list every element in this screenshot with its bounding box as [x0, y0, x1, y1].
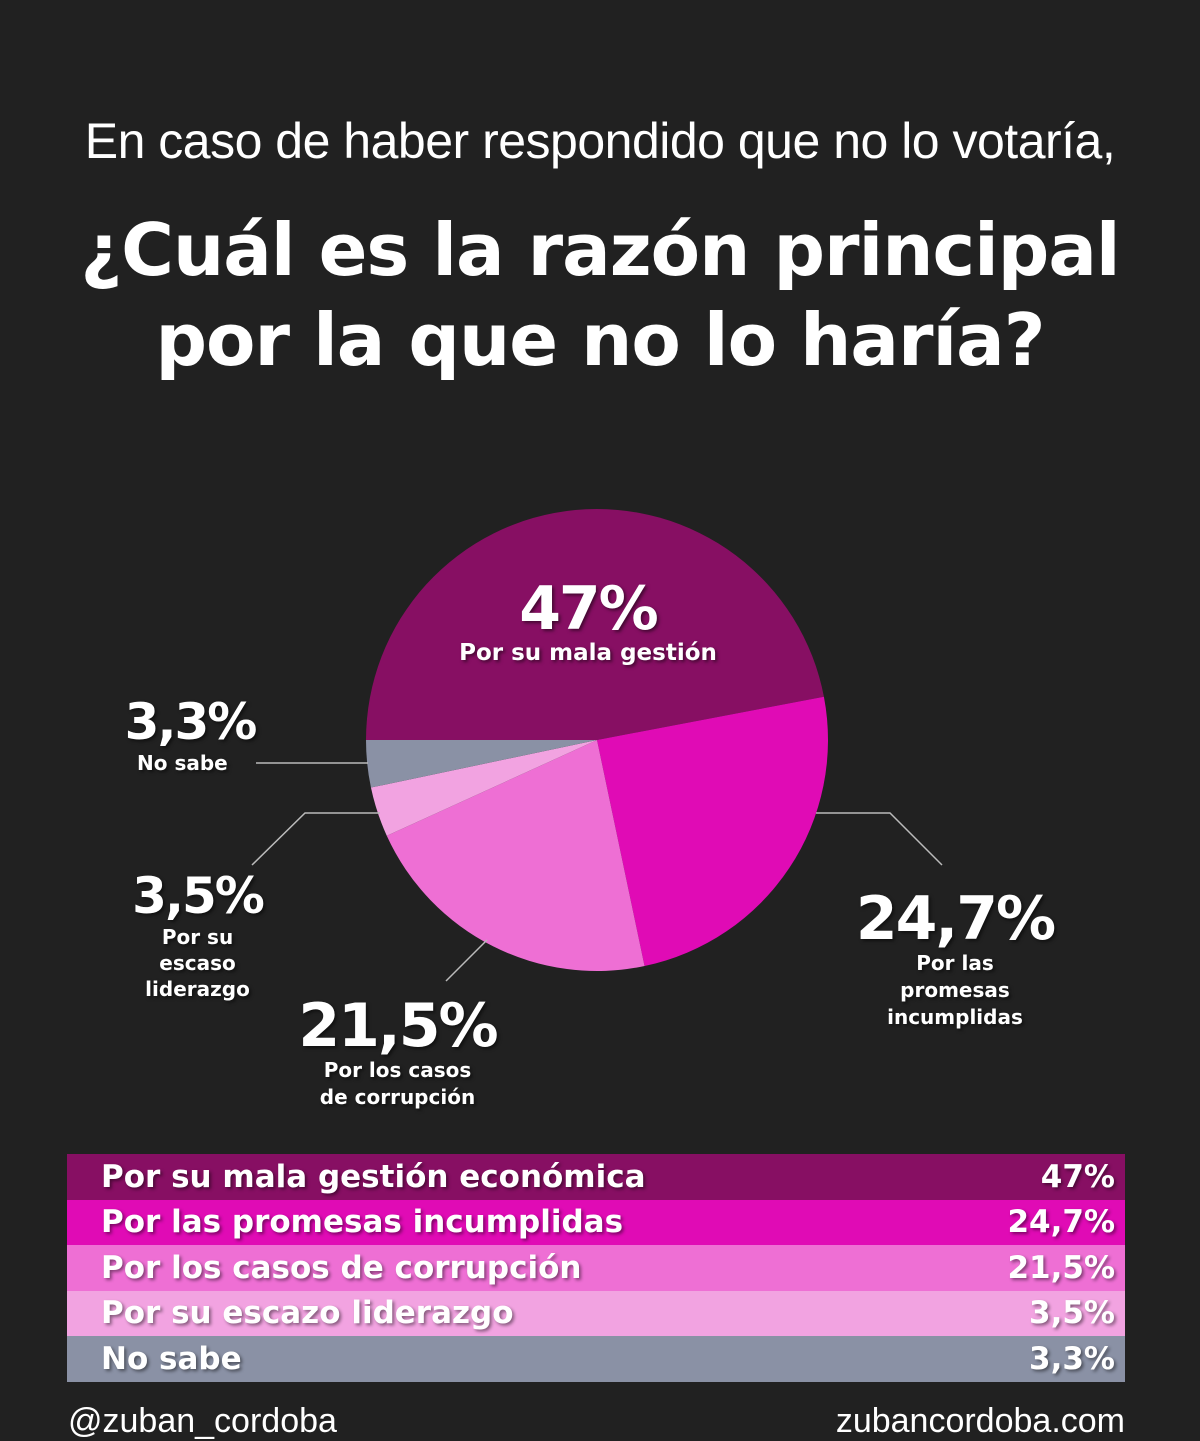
value: 3,5%: [132, 867, 265, 925]
table-row: Por las promesas incumplidas 24,7%: [67, 1199, 1125, 1245]
row-value: 24,7%: [1007, 1204, 1115, 1241]
name: Por las promesas incumplidas: [887, 951, 1023, 1029]
label-corrupcion: 21,5% Por los casos de corrupción: [290, 995, 505, 1111]
table-row: Por los casos de corrupción 21,5%: [67, 1245, 1125, 1291]
value: 3,3%: [124, 693, 258, 751]
pie-slice-2: [386, 740, 645, 971]
label-liderazgo: 3,5% Por su escaso liderazgo: [105, 868, 290, 1002]
row-label: Por su mala gestión económica: [101, 1158, 646, 1195]
label-promesas: 24,7% Por las promesas incumplidas: [820, 888, 1090, 1031]
pie-slice-1: [597, 696, 828, 967]
value: 24,7%: [855, 884, 1056, 954]
value: 21,5%: [298, 991, 498, 1061]
label-mala-gestion: 47% Por su mala gestión: [438, 578, 738, 667]
footer-website: zubancordoba.com: [835, 1402, 1125, 1440]
row-value: 21,5%: [1007, 1249, 1115, 1286]
name: Por su escaso liderazgo: [145, 925, 250, 1001]
leader-line-promesas: [816, 812, 943, 866]
label-no-sabe: 3,3% No sabe: [110, 694, 270, 777]
pie-slice-3: [370, 740, 597, 836]
row-value: 3,5%: [1029, 1295, 1115, 1332]
subtitle: En caso de haber respondido que no lo vo…: [84, 113, 1116, 169]
page-title: ¿Cuál es la razón principal por la que n…: [0, 205, 1200, 385]
name: Por su mala gestión: [459, 640, 717, 666]
name: Por los casos de corrupción: [319, 1058, 476, 1109]
table-row: Por su escazo liderazgo 3,5%: [67, 1290, 1125, 1336]
name: No sabe: [137, 751, 228, 775]
leader-line-corrupcion: [445, 939, 488, 982]
pie-slice-4: [366, 740, 597, 788]
title-line-1: ¿Cuál es la razón principal: [80, 208, 1120, 292]
row-value: 3,3%: [1029, 1340, 1115, 1377]
footer-handle: @zuban_cordoba: [68, 1402, 337, 1440]
row-label: Por los casos de corrupción: [101, 1249, 582, 1286]
row-label: Por las promesas incumplidas: [101, 1204, 624, 1241]
table-row: No sabe 3,3%: [67, 1336, 1125, 1382]
pie-slice-0: [366, 509, 824, 740]
summary-table: Por su mala gestión económica 47% Por las …: [67, 1154, 1125, 1382]
table-row: Por su mala gestión económica 47%: [67, 1154, 1125, 1200]
leader-line-liderazgo: [251, 812, 380, 866]
row-label: No sabe: [101, 1340, 242, 1377]
value: 47%: [519, 574, 659, 644]
title-line-2: por la que no lo haría?: [155, 298, 1046, 382]
row-label: Por su escazo liderazgo: [101, 1295, 514, 1332]
row-value: 47%: [1040, 1158, 1115, 1195]
